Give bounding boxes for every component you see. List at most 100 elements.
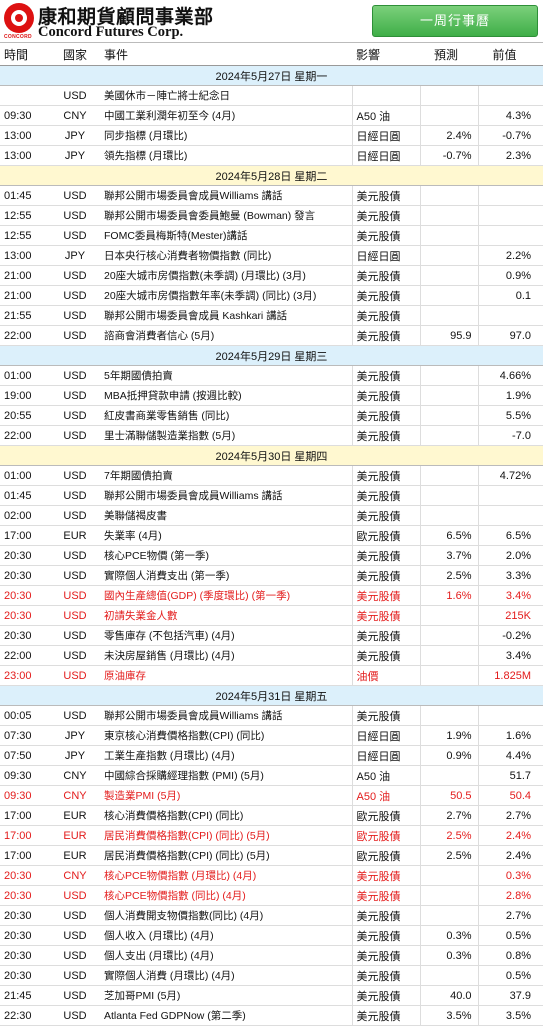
cell-impact: 美元股債 <box>351 645 420 666</box>
cell-time: 12:55 <box>0 225 50 246</box>
cell-time: 20:30 <box>0 925 50 946</box>
cell-forecast: 2.4% <box>419 125 478 146</box>
column-header-event: 事件 <box>100 43 352 66</box>
cell-impact: 油價 <box>351 665 420 686</box>
cell-time: 13:00 <box>0 145 50 166</box>
cell-forecast <box>419 305 478 326</box>
cell-forecast <box>419 105 478 126</box>
cell-previous: 0.5% <box>477 925 543 946</box>
cell-event: MBA抵押貸款申請 (按週比較) <box>100 385 352 406</box>
event-row: 22:00 USD 里士滿聯儲製造業指數 (5月) 美元股債 -7.0 <box>0 425 543 446</box>
cell-forecast: 0.9% <box>419 745 478 766</box>
cell-previous: -7.0 <box>477 425 543 446</box>
cell-event: FOMC委員梅斯特(Mester)講話 <box>100 225 352 246</box>
cell-forecast <box>419 85 478 106</box>
cell-time: 01:45 <box>0 185 50 206</box>
cell-time: 20:30 <box>0 965 50 986</box>
cell-country: USD <box>50 465 100 486</box>
cell-country: EUR <box>50 525 100 546</box>
cell-country: USD <box>50 505 100 526</box>
cell-previous: 2.3% <box>477 145 543 166</box>
cell-event: 聯邦公開市場委員會成員Williams 講話 <box>100 485 352 506</box>
cell-impact: 歐元股債 <box>351 825 420 846</box>
cell-country: USD <box>50 565 100 586</box>
cell-country: EUR <box>50 845 100 866</box>
cell-previous <box>477 185 543 206</box>
cell-country: USD <box>50 665 100 686</box>
cell-country: USD <box>50 305 100 326</box>
company-logo: CONCORD 康和期貨顧問事業部 Concord Futures Corp. <box>4 3 244 40</box>
cell-country: JPY <box>50 245 100 266</box>
cell-forecast <box>419 605 478 626</box>
cell-time: 20:30 <box>0 865 50 886</box>
cell-forecast <box>419 865 478 886</box>
event-row: 01:45 USD 聯邦公開市場委員會成員Williams 講話 美元股債 <box>0 185 543 206</box>
cell-country: USD <box>50 965 100 986</box>
cell-previous: 2.7% <box>477 805 543 826</box>
cell-time: 20:55 <box>0 405 50 426</box>
cell-country: USD <box>50 645 100 666</box>
cell-time: 21:45 <box>0 985 50 1006</box>
cell-event: 聯邦公開市場委員會成員Williams 講話 <box>100 185 352 206</box>
cell-impact: 美元股債 <box>351 605 420 626</box>
calendar-body: 2024年5月27日 星期一 USD 美國休市－陣亡將士紀念日 09:30 CNY 中國工… <box>0 65 543 1026</box>
logo-chinese-name: 康和期貨顧問事業部 <box>38 6 214 28</box>
cell-country: USD <box>50 405 100 426</box>
cell-event: 美聯儲褐皮書 <box>100 505 352 526</box>
cell-previous <box>477 225 543 246</box>
cell-country: CNY <box>50 865 100 886</box>
cell-event: 芝加哥PMI (5月) <box>100 985 352 1006</box>
cell-forecast: 2.5% <box>419 845 478 866</box>
weekly-calendar-button[interactable]: 一周行事曆 <box>372 5 538 37</box>
cell-country: JPY <box>50 725 100 746</box>
cell-impact: 美元股債 <box>351 1005 420 1026</box>
cell-impact: 美元股債 <box>351 565 420 586</box>
cell-time: 12:55 <box>0 205 50 226</box>
event-row: 20:30 USD 國內生產總值(GDP) (季度環比) (第一季) 美元股債 1.6%… <box>0 585 543 606</box>
cell-impact: A50 油 <box>351 785 420 806</box>
cell-event: 初請失業金人數 <box>100 605 352 626</box>
cell-forecast <box>419 405 478 426</box>
cell-previous <box>477 305 543 326</box>
cell-country: JPY <box>50 745 100 766</box>
cell-forecast <box>419 205 478 226</box>
cell-time: 20:30 <box>0 605 50 626</box>
cell-time: 13:00 <box>0 125 50 146</box>
cell-impact: 美元股債 <box>351 965 420 986</box>
cell-country: USD <box>50 1005 100 1026</box>
cell-previous: 4.72% <box>477 465 543 486</box>
cell-country: USD <box>50 205 100 226</box>
cell-previous: 5.5% <box>477 405 543 426</box>
cell-forecast: 2.5% <box>419 825 478 846</box>
cell-event: 製造業PMI (5月) <box>100 785 352 806</box>
cell-event: 聯邦公開市場委員會成員Williams 講話 <box>100 705 352 726</box>
cell-previous: 0.9% <box>477 265 543 286</box>
cell-time: 17:00 <box>0 825 50 846</box>
column-header-time: 時間 <box>0 43 50 66</box>
event-row: 02:00 USD 美聯儲褐皮書 美元股債 <box>0 505 543 526</box>
cell-previous: 37.9 <box>477 985 543 1006</box>
cell-country: USD <box>50 365 100 386</box>
event-row: 01:00 USD 5年期國債拍賣 美元股債 4.66% <box>0 365 543 386</box>
cell-previous: -0.7% <box>477 125 543 146</box>
cell-impact: 美元股債 <box>351 305 420 326</box>
cell-previous: 4.66% <box>477 365 543 386</box>
cell-country: USD <box>50 545 100 566</box>
cell-country: USD <box>50 225 100 246</box>
event-row: 20:30 USD 個人支出 (月環比) (4月) 美元股債 0.3% 0.8% <box>0 945 543 966</box>
cell-event: 居民消費價格指數(CPI) (同比) (5月) <box>100 825 352 846</box>
cell-forecast <box>419 665 478 686</box>
cell-country: USD <box>50 605 100 626</box>
event-row: 17:00 EUR 核心消費價格指數(CPI) (同比) 歐元股債 2.7% 2.7% <box>0 805 543 826</box>
cell-impact: 美元股債 <box>351 705 420 726</box>
event-row: 20:30 USD 實際個人消費支出 (第一季) 美元股債 2.5% 3.3% <box>0 565 543 586</box>
cell-impact: 美元股債 <box>351 365 420 386</box>
cell-forecast <box>419 505 478 526</box>
date-header-row: 2024年5月27日 星期一 <box>0 65 543 86</box>
event-row: 09:30 CNY 中國工業利潤年初至今 (4月) A50 油 4.3% <box>0 105 543 126</box>
cell-forecast: 2.7% <box>419 805 478 826</box>
cell-event: 核心PCE物價 (第一季) <box>100 545 352 566</box>
cell-event: 實際個人消費 (月環比) (4月) <box>100 965 352 986</box>
cell-country: JPY <box>50 145 100 166</box>
column-header-impact: 影響 <box>352 43 420 66</box>
